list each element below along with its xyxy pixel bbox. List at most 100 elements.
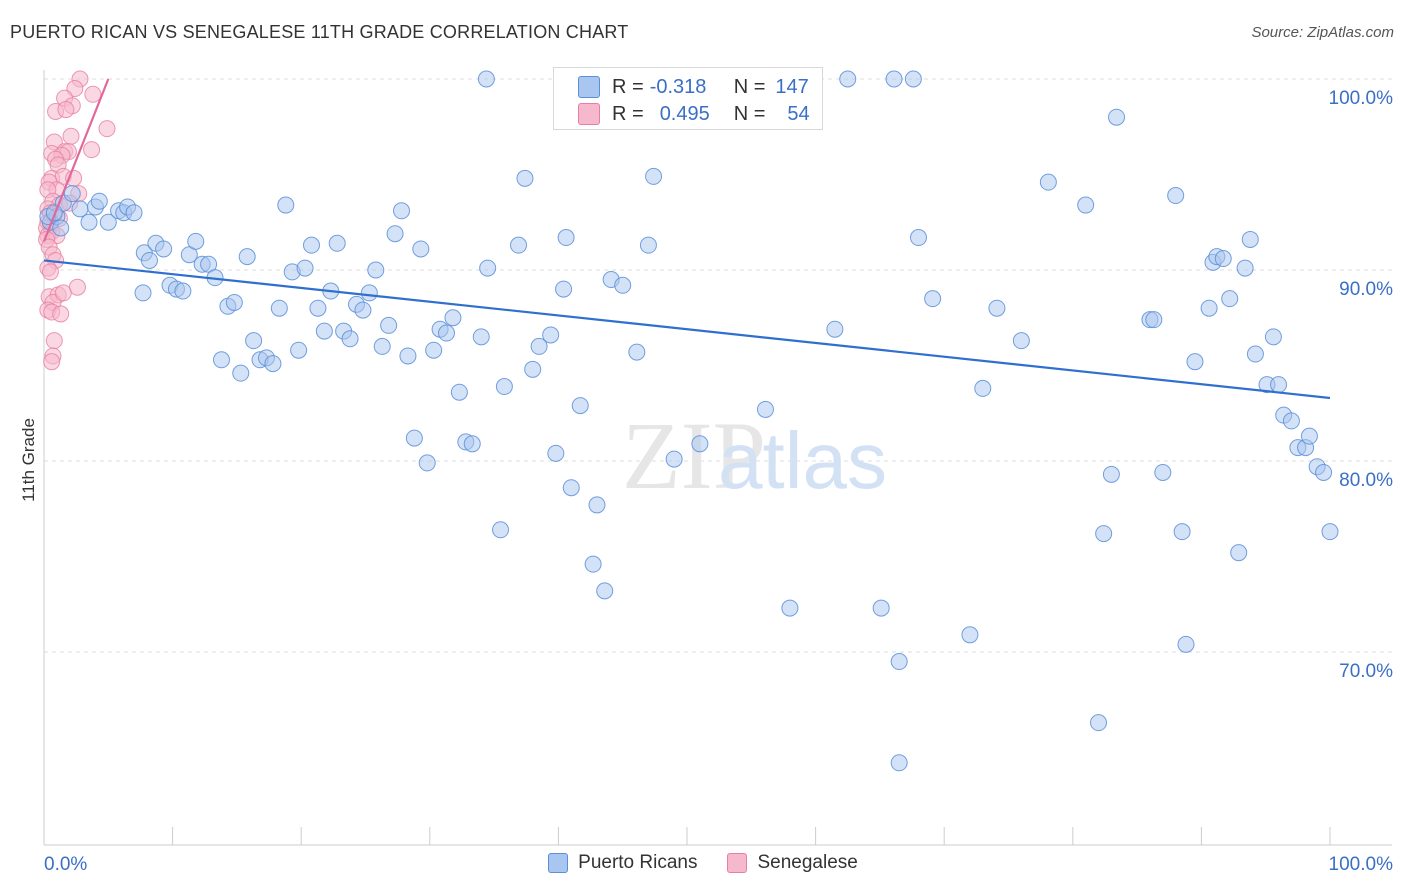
- puerto-rican-point: [890, 754, 908, 772]
- puerto-rican-point: [225, 293, 243, 311]
- puerto-rican-point: [386, 225, 404, 243]
- puerto-rican-point: [1145, 311, 1163, 329]
- stats-legend: R = -0.318 N = 147 R = 0.495 N = 54: [553, 67, 823, 130]
- puerto-rican-point: [1241, 230, 1259, 248]
- legend-item-senegalese[interactable]: Senegalese: [727, 852, 858, 874]
- puerto-rican-point: [270, 299, 288, 317]
- puerto-rican-point: [125, 204, 143, 222]
- puerto-rican-point: [1102, 465, 1120, 483]
- puerto-rican-point: [756, 400, 774, 418]
- puerto-rican-point: [872, 599, 890, 617]
- puerto-rican-point: [1246, 345, 1264, 363]
- senegalese-point: [68, 278, 86, 296]
- puerto-rican-point: [479, 259, 497, 277]
- puerto-rican-point: [530, 337, 548, 355]
- puerto-rican-point: [373, 337, 391, 355]
- puerto-rican-point: [1077, 196, 1095, 214]
- puerto-rican-point: [450, 383, 468, 401]
- puerto-rican-point: [555, 280, 573, 298]
- n-label: N =: [733, 75, 766, 98]
- trend-lines: [42, 78, 1331, 400]
- puerto-rican-point: [472, 328, 490, 346]
- r-label: R =: [612, 75, 644, 98]
- puerto-rican-point: [302, 236, 320, 254]
- puerto-rican-point: [1186, 353, 1204, 371]
- n-value: 54: [787, 102, 810, 125]
- puerto-rican-point: [245, 332, 263, 350]
- puerto-rican-point: [890, 653, 908, 671]
- puerto-rican-point: [99, 213, 117, 231]
- n-value: 147: [775, 75, 809, 98]
- puerto-rican-point: [557, 229, 575, 247]
- watermark-zip: ZIP: [622, 402, 766, 509]
- puerto-rican-point: [645, 167, 663, 185]
- puerto-rican-point: [885, 70, 903, 88]
- puerto-rican-point: [562, 479, 580, 497]
- puerto-rican-point: [1039, 173, 1057, 191]
- n-label: N =: [733, 102, 766, 125]
- puerto-rican-point: [826, 320, 844, 338]
- series-legend: Puerto Ricans Senegalese: [0, 852, 1406, 874]
- legend-item-puerto-ricans[interactable]: Puerto Ricans: [548, 852, 697, 874]
- puerto-ricans-swatch: [578, 76, 600, 98]
- watermark-atlas: atlas: [718, 416, 887, 505]
- puerto-rican-point: [665, 450, 683, 468]
- watermark: ZIP atlas: [622, 402, 887, 509]
- senegalese-point: [98, 120, 116, 138]
- puerto-rican-point: [904, 70, 922, 88]
- puerto-rican-point: [988, 299, 1006, 317]
- senegalese-swatch: [578, 103, 600, 125]
- legend-label: Senegalese: [757, 852, 858, 873]
- puerto-rican-point: [380, 316, 398, 334]
- puerto-rican-point: [277, 196, 295, 214]
- x-tick-label: 0.0%: [44, 854, 87, 875]
- puerto-rican-point: [264, 355, 282, 373]
- puerto-rican-point: [405, 429, 423, 447]
- puerto-rican-point: [1012, 332, 1030, 350]
- puerto-rican-point: [924, 290, 942, 308]
- legend-label: Puerto Ricans: [578, 852, 698, 873]
- puerto-rican-point: [315, 322, 333, 340]
- axes: [43, 70, 1392, 846]
- r-label: R =: [612, 102, 644, 125]
- senegalese-point: [41, 263, 59, 281]
- puerto-rican-point: [547, 444, 565, 462]
- puerto-rican-point: [961, 626, 979, 644]
- puerto-rican-point: [510, 236, 528, 254]
- senegalese-point: [57, 101, 75, 119]
- senegalese-point: [54, 284, 72, 302]
- puerto-rican-point: [588, 496, 606, 514]
- chart-title: PUERTO RICAN VS SENEGALESE 11TH GRADE CO…: [10, 22, 629, 42]
- r-value: -0.318: [649, 75, 707, 98]
- puerto-rican-point: [974, 379, 992, 397]
- puerto-rican-point: [425, 341, 443, 359]
- puerto-rican-point: [187, 232, 205, 250]
- tick-labels: 100.0% 90.0% 80.0% 70.0% 0.0% 100.0%: [44, 88, 1393, 875]
- puerto-rican-point: [516, 169, 534, 187]
- puerto-rican-point: [232, 364, 250, 382]
- puerto-rican-point: [1230, 544, 1248, 562]
- puerto-rican-point: [90, 192, 108, 210]
- senegalese-trend-line: [42, 78, 110, 242]
- puerto-rican-point: [1173, 523, 1191, 541]
- puerto-rican-point: [1264, 328, 1282, 346]
- puerto-rican-point: [1200, 299, 1218, 317]
- puerto-rican-point: [80, 213, 98, 231]
- y-tick-label: 80.0%: [1339, 470, 1393, 491]
- puerto-rican-point: [495, 378, 513, 396]
- puerto-rican-point: [1090, 714, 1108, 732]
- senegalese-point: [83, 141, 101, 159]
- puerto-rican-point: [596, 582, 614, 600]
- puerto-rican-point: [614, 276, 632, 294]
- puerto-rican-point: [1300, 427, 1318, 445]
- puerto-rican-point: [174, 282, 192, 300]
- puerto-ricans-swatch: [548, 853, 569, 873]
- puerto-rican-point: [463, 435, 481, 453]
- puerto-rican-point: [477, 70, 495, 88]
- y-axis-label: 11th Grade: [19, 418, 38, 502]
- stats-row-puerto-ricans: R = -0.318 N = 147: [578, 74, 809, 100]
- puerto-rican-point: [1270, 376, 1288, 394]
- puerto-rican-point: [412, 240, 430, 258]
- puerto-rican-point: [1214, 250, 1232, 268]
